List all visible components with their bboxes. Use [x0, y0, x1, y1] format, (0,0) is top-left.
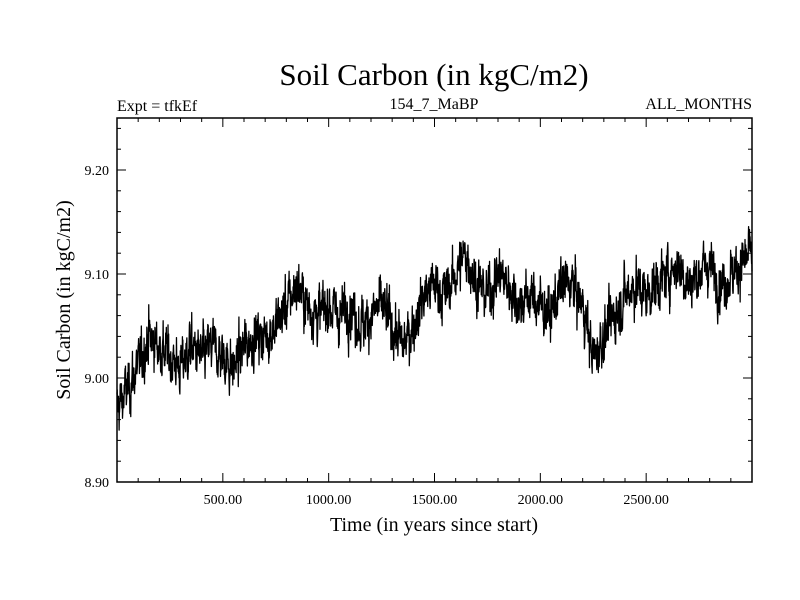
- axis-ticks: 500.00 1000.00 1500.00 2000.00 2500.00 8.90 9.…: [85, 118, 753, 508]
- y-tick-label: 9.10: [85, 268, 110, 283]
- x-tick-label: 1000.00: [306, 493, 352, 508]
- period-label: 154_7_MaBP: [390, 96, 479, 113]
- y-tick-label: 9.00: [85, 372, 110, 387]
- x-tick-label: 500.00: [204, 493, 243, 508]
- y-tick-label: 8.90: [85, 476, 110, 491]
- chart-title: Soil Carbon (in kgC/m2): [279, 57, 588, 92]
- soil-carbon-series-line: [116, 225, 753, 431]
- x-axis-label: Time (in years since start): [330, 514, 538, 536]
- plot-frame: [116, 117, 753, 483]
- x-tick-label: 2500.00: [623, 493, 669, 508]
- x-tick-label: 2000.00: [518, 493, 564, 508]
- experiment-label: Expt = tfkEf: [117, 98, 198, 115]
- y-axis-label: Soil Carbon (in kgC/m2): [53, 200, 75, 399]
- months-label: ALL_MONTHS: [645, 96, 752, 113]
- x-tick-label: 1500.00: [412, 493, 458, 508]
- plot-area: [116, 225, 753, 431]
- y-tick-label: 9.20: [85, 164, 110, 179]
